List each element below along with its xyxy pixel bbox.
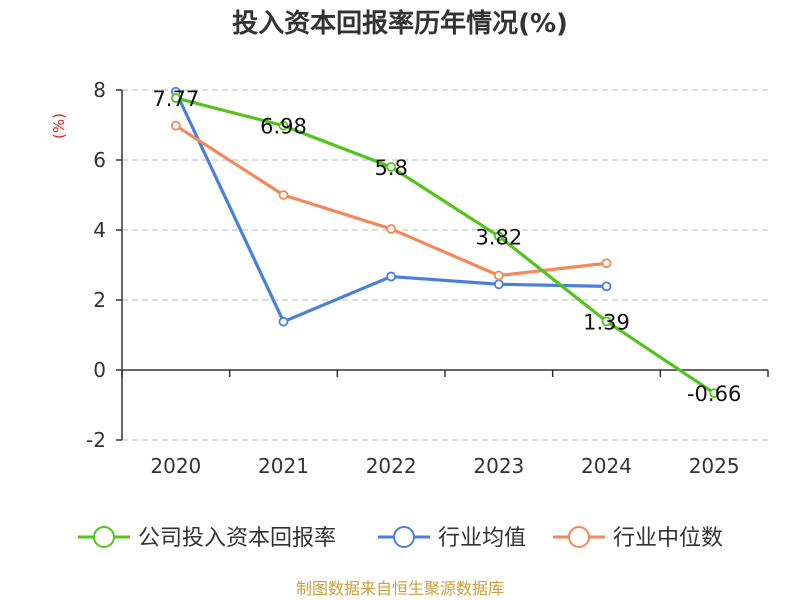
x-tick-label: 2024 [581,454,632,478]
y-tick-label: 0 [93,358,106,382]
data-label: 5.8 [374,156,407,180]
legend-swatch-marker [393,526,415,548]
data-point [493,231,504,242]
y-tick-label: 6 [93,148,106,172]
data-point [170,93,181,103]
data-label: 6.98 [260,115,307,139]
gridlines [122,89,768,441]
data-point [386,162,397,172]
data-point [386,271,397,282]
data-point [493,279,504,290]
data-point [493,270,504,281]
data-point [601,316,612,327]
y-tick-label: 4 [93,218,106,242]
legend-label: 公司投入资本回报率 [138,526,336,551]
series-line [174,124,607,278]
axes: -2 0 2 4 6 8 2020 2021 2022 2023 2024 2025 [86,78,769,478]
data-point [386,224,397,234]
data-labels: 7.77 6.98 5.8 3.82 1.39 -0.66 [152,87,741,406]
legend-item: 行业中位数 [553,526,723,551]
data-point [278,316,289,327]
series-line [174,91,607,324]
y-axis-unit: (%) [50,113,68,139]
series-line [175,96,716,395]
legend-item: 公司投入资本回报率 [78,526,336,551]
data-point [601,281,612,292]
data-point [170,120,181,131]
data-point [278,190,289,200]
data-label: 3.82 [475,225,522,249]
x-tick-label: 2022 [366,454,417,478]
legend: 公司投入资本回报率 行业均值 行业中位数 [78,526,723,551]
series-2 [170,120,612,281]
source-note: 制图数据来自恒生聚源数据库 [296,579,504,598]
legend-label: 行业中位数 [613,526,723,551]
y-tick-label: 8 [93,78,106,102]
legend-swatch-marker [93,526,115,548]
legend-swatch-marker [568,526,590,548]
series-lines [170,86,720,399]
data-point [278,120,289,131]
data-label: 1.39 [583,310,630,334]
y-tick-label: -2 [86,428,106,452]
legend-label: 行业均值 [438,526,526,551]
x-tick-label: 2025 [689,454,740,478]
data-label: 7.77 [152,87,199,111]
x-tick-label: 2023 [473,454,524,478]
y-tick-label: 2 [93,288,106,312]
chart-title: 投入资本回报率历年情况(%) [232,8,568,39]
x-tick-label: 2020 [150,454,201,478]
data-point [709,388,720,399]
data-point [601,258,612,269]
legend-item: 行业均值 [378,526,526,551]
series-1 [170,86,612,327]
x-tick-label: 2021 [258,454,309,478]
data-label: -0.66 [687,382,741,406]
series-0 [170,93,720,399]
